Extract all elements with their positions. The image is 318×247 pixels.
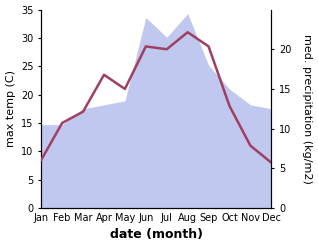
Y-axis label: max temp (C): max temp (C) bbox=[5, 70, 16, 147]
X-axis label: date (month): date (month) bbox=[110, 228, 203, 242]
Y-axis label: med. precipitation (kg/m2): med. precipitation (kg/m2) bbox=[302, 34, 313, 184]
